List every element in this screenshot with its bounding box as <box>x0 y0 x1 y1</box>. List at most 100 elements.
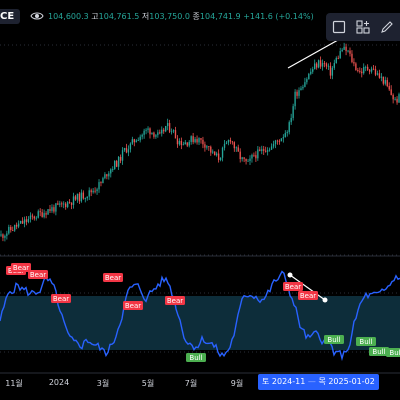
candle-body <box>161 129 163 134</box>
bear-signal-label: Bear <box>51 294 71 303</box>
candle-body <box>292 106 294 118</box>
candle-body <box>65 203 67 207</box>
signal-text: Bull <box>372 348 385 356</box>
candle-body <box>233 142 235 149</box>
candle-body <box>184 142 186 145</box>
candle-body <box>268 149 271 151</box>
candle-body <box>276 140 279 142</box>
candle-body <box>204 144 206 148</box>
candle-body <box>384 80 386 84</box>
candle-body <box>59 203 61 205</box>
candle-body <box>398 94 400 103</box>
candle-body <box>208 146 210 147</box>
candle-body <box>378 73 381 78</box>
candle-body <box>215 153 218 156</box>
low-key: 저 <box>141 12 150 21</box>
candle-body <box>159 132 161 134</box>
candle-body <box>2 234 4 238</box>
candle-body <box>190 136 192 142</box>
candle-body <box>251 154 253 159</box>
layers-icon[interactable] <box>355 19 371 35</box>
candle-body <box>14 224 16 231</box>
candle-body <box>290 117 292 123</box>
candle-body <box>249 158 251 161</box>
low-value: 103,750.0 <box>149 12 190 21</box>
candle-body <box>380 76 383 78</box>
candle-body <box>312 69 314 72</box>
candle-body <box>145 129 147 131</box>
signal-text: Bear <box>300 292 316 300</box>
candle-body <box>394 98 396 100</box>
candle-body <box>280 138 283 142</box>
candle-body <box>194 139 196 143</box>
signal-text: Bull <box>327 336 340 344</box>
candle-body <box>63 203 65 205</box>
candle-body <box>8 226 10 234</box>
time-axis[interactable]: 11월 2024 3월 5월 7월 9월 3월 토 2024-11 — 목 20… <box>0 373 400 400</box>
signal-text: Bear <box>125 302 141 310</box>
candle-body <box>176 138 179 145</box>
candle-body <box>206 146 208 148</box>
signal-text: Bull <box>189 354 202 362</box>
candle-body <box>337 57 339 59</box>
candle-body <box>131 139 134 144</box>
candle-body <box>0 234 2 236</box>
symbol-label[interactable]: CE <box>0 9 21 24</box>
range-end: 목 2025-01-02 <box>318 377 375 386</box>
candle-body <box>329 65 332 76</box>
high-value: 104,761.5 <box>98 12 140 21</box>
candle-body <box>180 140 183 146</box>
x-tick-label: 7월 <box>184 379 198 388</box>
candle-body <box>104 174 106 179</box>
bear-signal-label: Bear <box>123 301 143 310</box>
bear-signal-label: Bear <box>283 282 303 291</box>
candle-body <box>153 132 155 137</box>
candle-body <box>388 86 390 90</box>
selected-range-badge[interactable]: 토 2024-11 — 목 2025-01-02 <box>258 374 379 390</box>
x-tick-label: 5월 <box>141 379 155 388</box>
x-tick-label: 2024 <box>48 378 70 387</box>
x-tick-label: 3월 <box>96 379 110 388</box>
candle-body <box>255 155 257 159</box>
square-icon[interactable] <box>331 19 347 35</box>
candle-body <box>298 90 300 96</box>
candle-body <box>212 151 214 153</box>
candle-body <box>55 203 57 212</box>
candle-body <box>170 131 173 133</box>
bear-signal-label: Bear <box>103 273 123 282</box>
candle-body <box>243 157 245 159</box>
bull-signal-label: Bull <box>186 353 206 362</box>
candle-body <box>29 215 32 219</box>
candle-body <box>217 153 220 160</box>
candle-body <box>133 139 135 143</box>
candle-body <box>339 51 341 59</box>
candle-body <box>296 91 298 96</box>
candle-body <box>135 140 137 143</box>
candle-body <box>374 69 377 75</box>
candle-body <box>200 138 202 140</box>
candle-body <box>21 220 24 224</box>
candle-body <box>257 149 259 159</box>
candle-body <box>129 143 132 150</box>
candle-body <box>155 135 157 137</box>
candle-body <box>308 73 310 80</box>
pencil-icon[interactable] <box>379 19 395 35</box>
candle-body <box>10 226 12 231</box>
candle-body <box>53 207 55 212</box>
candle-body <box>100 182 102 184</box>
candle-body <box>39 211 41 213</box>
candle-body <box>202 139 204 145</box>
candle-body <box>49 209 51 211</box>
candle-body <box>114 160 116 170</box>
candle-body <box>15 224 18 227</box>
candle-body <box>247 160 249 162</box>
candle-body <box>345 46 347 52</box>
candle-body <box>363 67 365 74</box>
candle-body <box>274 140 277 145</box>
candle-body <box>76 193 79 200</box>
candle-body <box>229 140 232 142</box>
signal-text: Bear <box>13 264 29 272</box>
candle-body <box>284 133 286 138</box>
eye-icon[interactable] <box>30 10 44 22</box>
